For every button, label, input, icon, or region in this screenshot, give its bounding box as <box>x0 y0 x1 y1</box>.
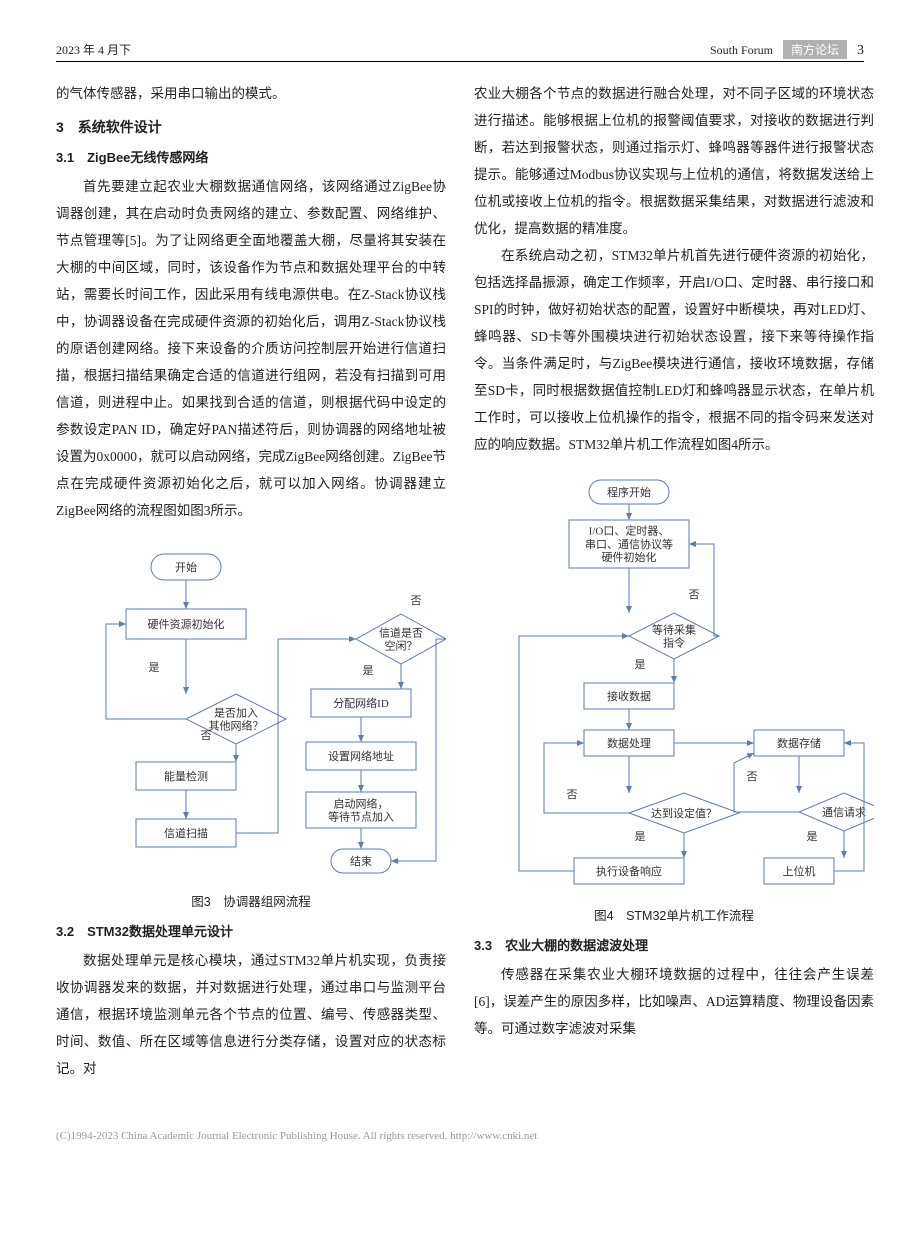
svg-text:上位机: 上位机 <box>783 864 816 878</box>
p-3-2-cont: 农业大棚各个节点的数据进行融合处理，对不同子区域的环境状态进行描述。能够根据上位… <box>474 80 874 242</box>
page: 2023 年 4 月下 South Forum 南方论坛 3 的气体传感器，采用… <box>0 0 920 1112</box>
svg-text:程序开始: 程序开始 <box>607 485 651 499</box>
svg-text:是: 是 <box>635 658 646 671</box>
svg-text:执行设备响应: 执行设备响应 <box>596 864 662 878</box>
sec-3-heading: 3 系统软件设计 <box>56 113 446 141</box>
figure-4-caption: 图4 STM32单片机工作流程 <box>474 904 874 929</box>
svg-text:数据处理: 数据处理 <box>607 736 651 750</box>
svg-text:能量检测: 能量检测 <box>164 769 208 783</box>
svg-text:否: 否 <box>567 789 578 801</box>
svg-text:是: 是 <box>635 830 646 843</box>
svg-text:否: 否 <box>201 730 212 742</box>
svg-text:否: 否 <box>747 771 758 783</box>
page-number: 3 <box>857 43 864 59</box>
sec-3-1-heading: 3.1 ZigBee无线传感网络 <box>56 145 446 171</box>
footer-copyright: (C)1994-2023 China Academic Journal Elec… <box>0 1130 920 1152</box>
svg-text:数据存储: 数据存储 <box>777 736 821 750</box>
svg-text:启动网络，等待节点加入: 启动网络，等待节点加入 <box>328 796 394 823</box>
svg-text:否: 否 <box>411 595 422 607</box>
header-journal-en: South Forum <box>710 43 773 58</box>
svg-text:结束: 结束 <box>350 855 372 868</box>
sec-3-3-heading: 3.3 农业大棚的数据滤波处理 <box>474 933 874 959</box>
svg-text:设置网络地址: 设置网络地址 <box>328 749 394 763</box>
header-date: 2023 年 4 月下 <box>56 41 131 58</box>
svg-text:达到设定值？: 达到设定值？ <box>651 806 717 820</box>
svg-text:通信请求: 通信请求 <box>822 806 866 819</box>
left-frag: 的气体传感器，采用串口输出的模式。 <box>56 80 446 107</box>
svg-text:是: 是 <box>363 664 374 677</box>
svg-text:是: 是 <box>149 661 160 674</box>
figure-3-caption: 图3 协调器组网流程 <box>56 890 446 915</box>
svg-text:分配网络ID: 分配网络ID <box>333 696 389 710</box>
svg-text:信道是否空闲？: 信道是否空闲？ <box>379 625 423 652</box>
svg-text:接收数据: 接收数据 <box>607 689 651 703</box>
header-journal-cn: 南方论坛 <box>783 40 847 59</box>
svg-text:否: 否 <box>689 589 700 601</box>
svg-text:开始: 开始 <box>175 560 197 574</box>
p-3-2-b: 在系统启动之初，STM32单片机首先进行硬件资源的初始化，包括选择晶振源，确定工… <box>474 242 874 458</box>
p-3-1: 首先要建立起农业大棚数据通信网络，该网络通过ZigBee协调器创建，其在启动时负… <box>56 173 446 524</box>
svg-text:是: 是 <box>807 830 818 843</box>
two-column-body: 的气体传感器，采用串口输出的模式。 3 系统软件设计 3.1 ZigBee无线传… <box>56 80 864 1082</box>
figure-3-svg: 开始硬件资源初始化是否加入其他网络？能量检测信道扫描信道是否空闲？分配网络ID设… <box>56 534 446 884</box>
sec-3-2-heading: 3.2 STM32数据处理单元设计 <box>56 919 446 945</box>
svg-text:信道扫描: 信道扫描 <box>164 826 208 840</box>
page-header: 2023 年 4 月下 South Forum 南方论坛 3 <box>56 40 864 62</box>
svg-text:硬件资源初始化: 硬件资源初始化 <box>148 617 225 631</box>
right-column: 农业大棚各个节点的数据进行融合处理，对不同子区域的环境状态进行描述。能够根据上位… <box>474 80 874 1082</box>
p-3-2: 数据处理单元是核心模块，通过STM32单片机实现，负责接收协调器发来的数据，并对… <box>56 947 446 1082</box>
figure-3: 开始硬件资源初始化是否加入其他网络？能量检测信道扫描信道是否空闲？分配网络ID设… <box>56 534 446 884</box>
figure-4: 程序开始I/O口、定时器、串口、通信协议等硬件初始化等待采集指令接收数据数据处理… <box>474 468 874 898</box>
left-column: 的气体传感器，采用串口输出的模式。 3 系统软件设计 3.1 ZigBee无线传… <box>56 80 446 1082</box>
figure-4-svg: 程序开始I/O口、定时器、串口、通信协议等硬件初始化等待采集指令接收数据数据处理… <box>474 468 874 898</box>
p-3-3: 传感器在采集农业大棚环境数据的过程中，往往会产生误差[6]，误差产生的原因多样，… <box>474 961 874 1042</box>
